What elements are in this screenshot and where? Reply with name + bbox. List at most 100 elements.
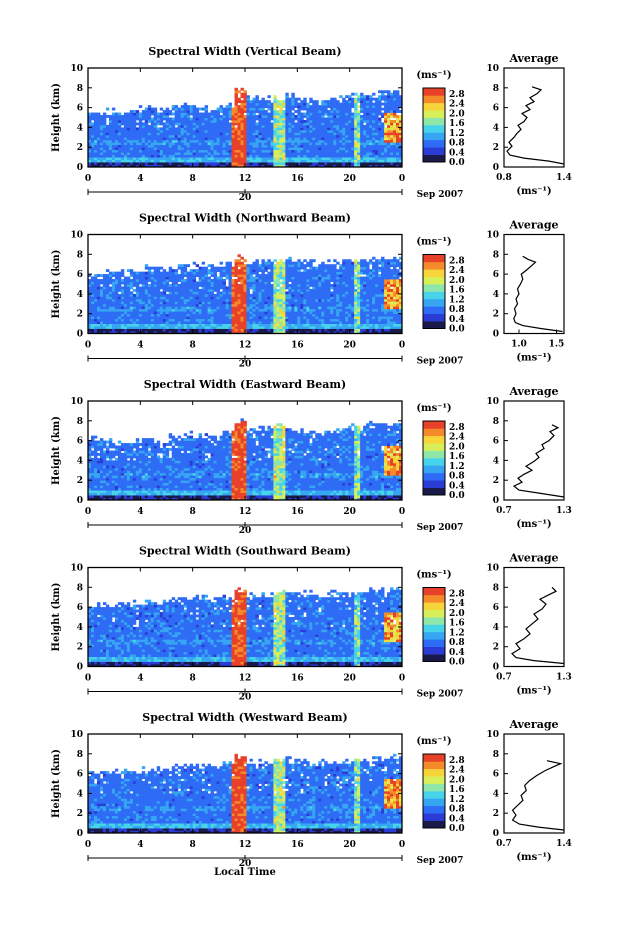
heatmap-cell	[97, 319, 100, 322]
heatmap-cell	[208, 306, 211, 309]
heatmap-cell	[330, 294, 333, 297]
heatmap-cell	[232, 155, 235, 158]
heatmap-cell	[220, 306, 223, 309]
heatmap-cell	[175, 155, 178, 158]
heatmap-cell	[235, 130, 238, 133]
heatmap-cell	[139, 122, 142, 125]
heatmap-cell	[208, 321, 211, 324]
heatmap-cell	[181, 272, 184, 275]
heatmap-cell	[139, 137, 142, 140]
heatmap-cell	[339, 162, 342, 165]
heatmap-cell	[381, 140, 384, 143]
heatmap-cell	[276, 127, 279, 130]
heatmap-cell	[363, 113, 366, 116]
heatmap-cell	[202, 274, 205, 277]
heatmap-cell	[273, 108, 276, 111]
heatmap-cell	[106, 140, 109, 143]
heatmap-cell	[166, 274, 169, 277]
heatmap-cell	[112, 324, 115, 327]
heatmap-cell	[223, 160, 226, 163]
heatmap-cell	[351, 135, 354, 138]
heatmap-cell	[154, 309, 157, 312]
heatmap-cell	[121, 319, 124, 322]
heatmap-cell	[103, 291, 106, 294]
heatmap-cell	[247, 329, 250, 332]
heatmap-cell	[178, 127, 181, 130]
heatmap-cell	[267, 162, 270, 165]
heatmap-cell	[136, 127, 139, 130]
heatmap-cell	[318, 108, 321, 111]
heatmap-cell	[318, 311, 321, 314]
heatmap-cell	[94, 145, 97, 148]
heatmap-cell	[208, 277, 211, 280]
heatmap-cell	[121, 162, 124, 165]
heatmap-cell	[252, 105, 255, 108]
heatmap-cell	[363, 145, 366, 148]
heatmap-cell	[91, 319, 94, 322]
heatmap-cell	[247, 309, 250, 312]
heatmap-cell	[103, 319, 106, 322]
heatmap-cell	[232, 110, 235, 113]
heatmap-cell	[151, 152, 154, 155]
heatmap-cell	[360, 98, 363, 101]
heatmap-cell	[190, 301, 193, 304]
heatmap-cell	[300, 113, 303, 116]
heatmap-cell	[249, 120, 252, 123]
heatmap-cell	[241, 279, 244, 282]
heatmap-cell	[157, 294, 160, 297]
heatmap-cell	[291, 284, 294, 287]
heatmap-cell	[282, 289, 285, 292]
heatmap-cell	[220, 110, 223, 113]
heatmap-cell	[220, 122, 223, 125]
heatmap-cell	[223, 152, 226, 155]
heatmap-cell	[321, 294, 324, 297]
heatmap-cell	[91, 157, 94, 160]
heatmap-cell	[220, 132, 223, 135]
heatmap-cell	[288, 264, 291, 267]
heatmap-cell	[163, 284, 166, 287]
heatmap-cell	[205, 160, 208, 163]
heatmap-cell	[172, 296, 175, 299]
heatmap-cell	[211, 120, 214, 123]
heatmap-cell	[100, 324, 103, 327]
heatmap-cell	[235, 142, 238, 145]
heatmap-cell	[372, 160, 375, 163]
heatmap-cell	[279, 282, 282, 285]
heatmap-cell	[199, 108, 202, 111]
heatmap-cell	[229, 103, 232, 106]
heatmap-cell	[297, 145, 300, 148]
heatmap-cell	[249, 316, 252, 319]
heatmap-cell	[327, 316, 330, 319]
heatmap-cell	[112, 127, 115, 130]
profile-x-tick-label: 0.8	[496, 173, 512, 183]
heatmap-cell	[145, 319, 148, 322]
heatmap-cell	[247, 306, 250, 309]
heatmap-cell	[91, 118, 94, 121]
heatmap-cell	[381, 103, 384, 106]
heatmap-cell	[193, 301, 196, 304]
heatmap-cell	[118, 319, 121, 322]
heatmap-cell	[172, 130, 175, 133]
heatmap-cell	[211, 155, 214, 158]
heatmap-cell	[315, 120, 318, 123]
heatmap-cell	[100, 314, 103, 317]
heatmap-cell	[208, 324, 211, 327]
heatmap-cell	[303, 309, 306, 312]
heatmap-cell	[247, 142, 250, 145]
heatmap-cell	[130, 326, 133, 329]
heatmap-cell	[348, 140, 351, 143]
heatmap-cell	[223, 155, 226, 158]
heatmap-cell	[363, 118, 366, 121]
heatmap-cell	[297, 282, 300, 285]
heatmap-cell	[97, 162, 100, 165]
heatmap-cell	[169, 316, 172, 319]
heatmap-cell	[297, 279, 300, 282]
heatmap-cell	[187, 304, 190, 307]
heatmap-cell	[202, 326, 205, 329]
heatmap-cell	[339, 142, 342, 145]
heatmap-cell	[318, 277, 321, 280]
heatmap-cell	[142, 132, 145, 135]
heatmap-cell	[199, 157, 202, 160]
heatmap-cell	[94, 125, 97, 128]
heatmap-cell	[208, 132, 211, 135]
